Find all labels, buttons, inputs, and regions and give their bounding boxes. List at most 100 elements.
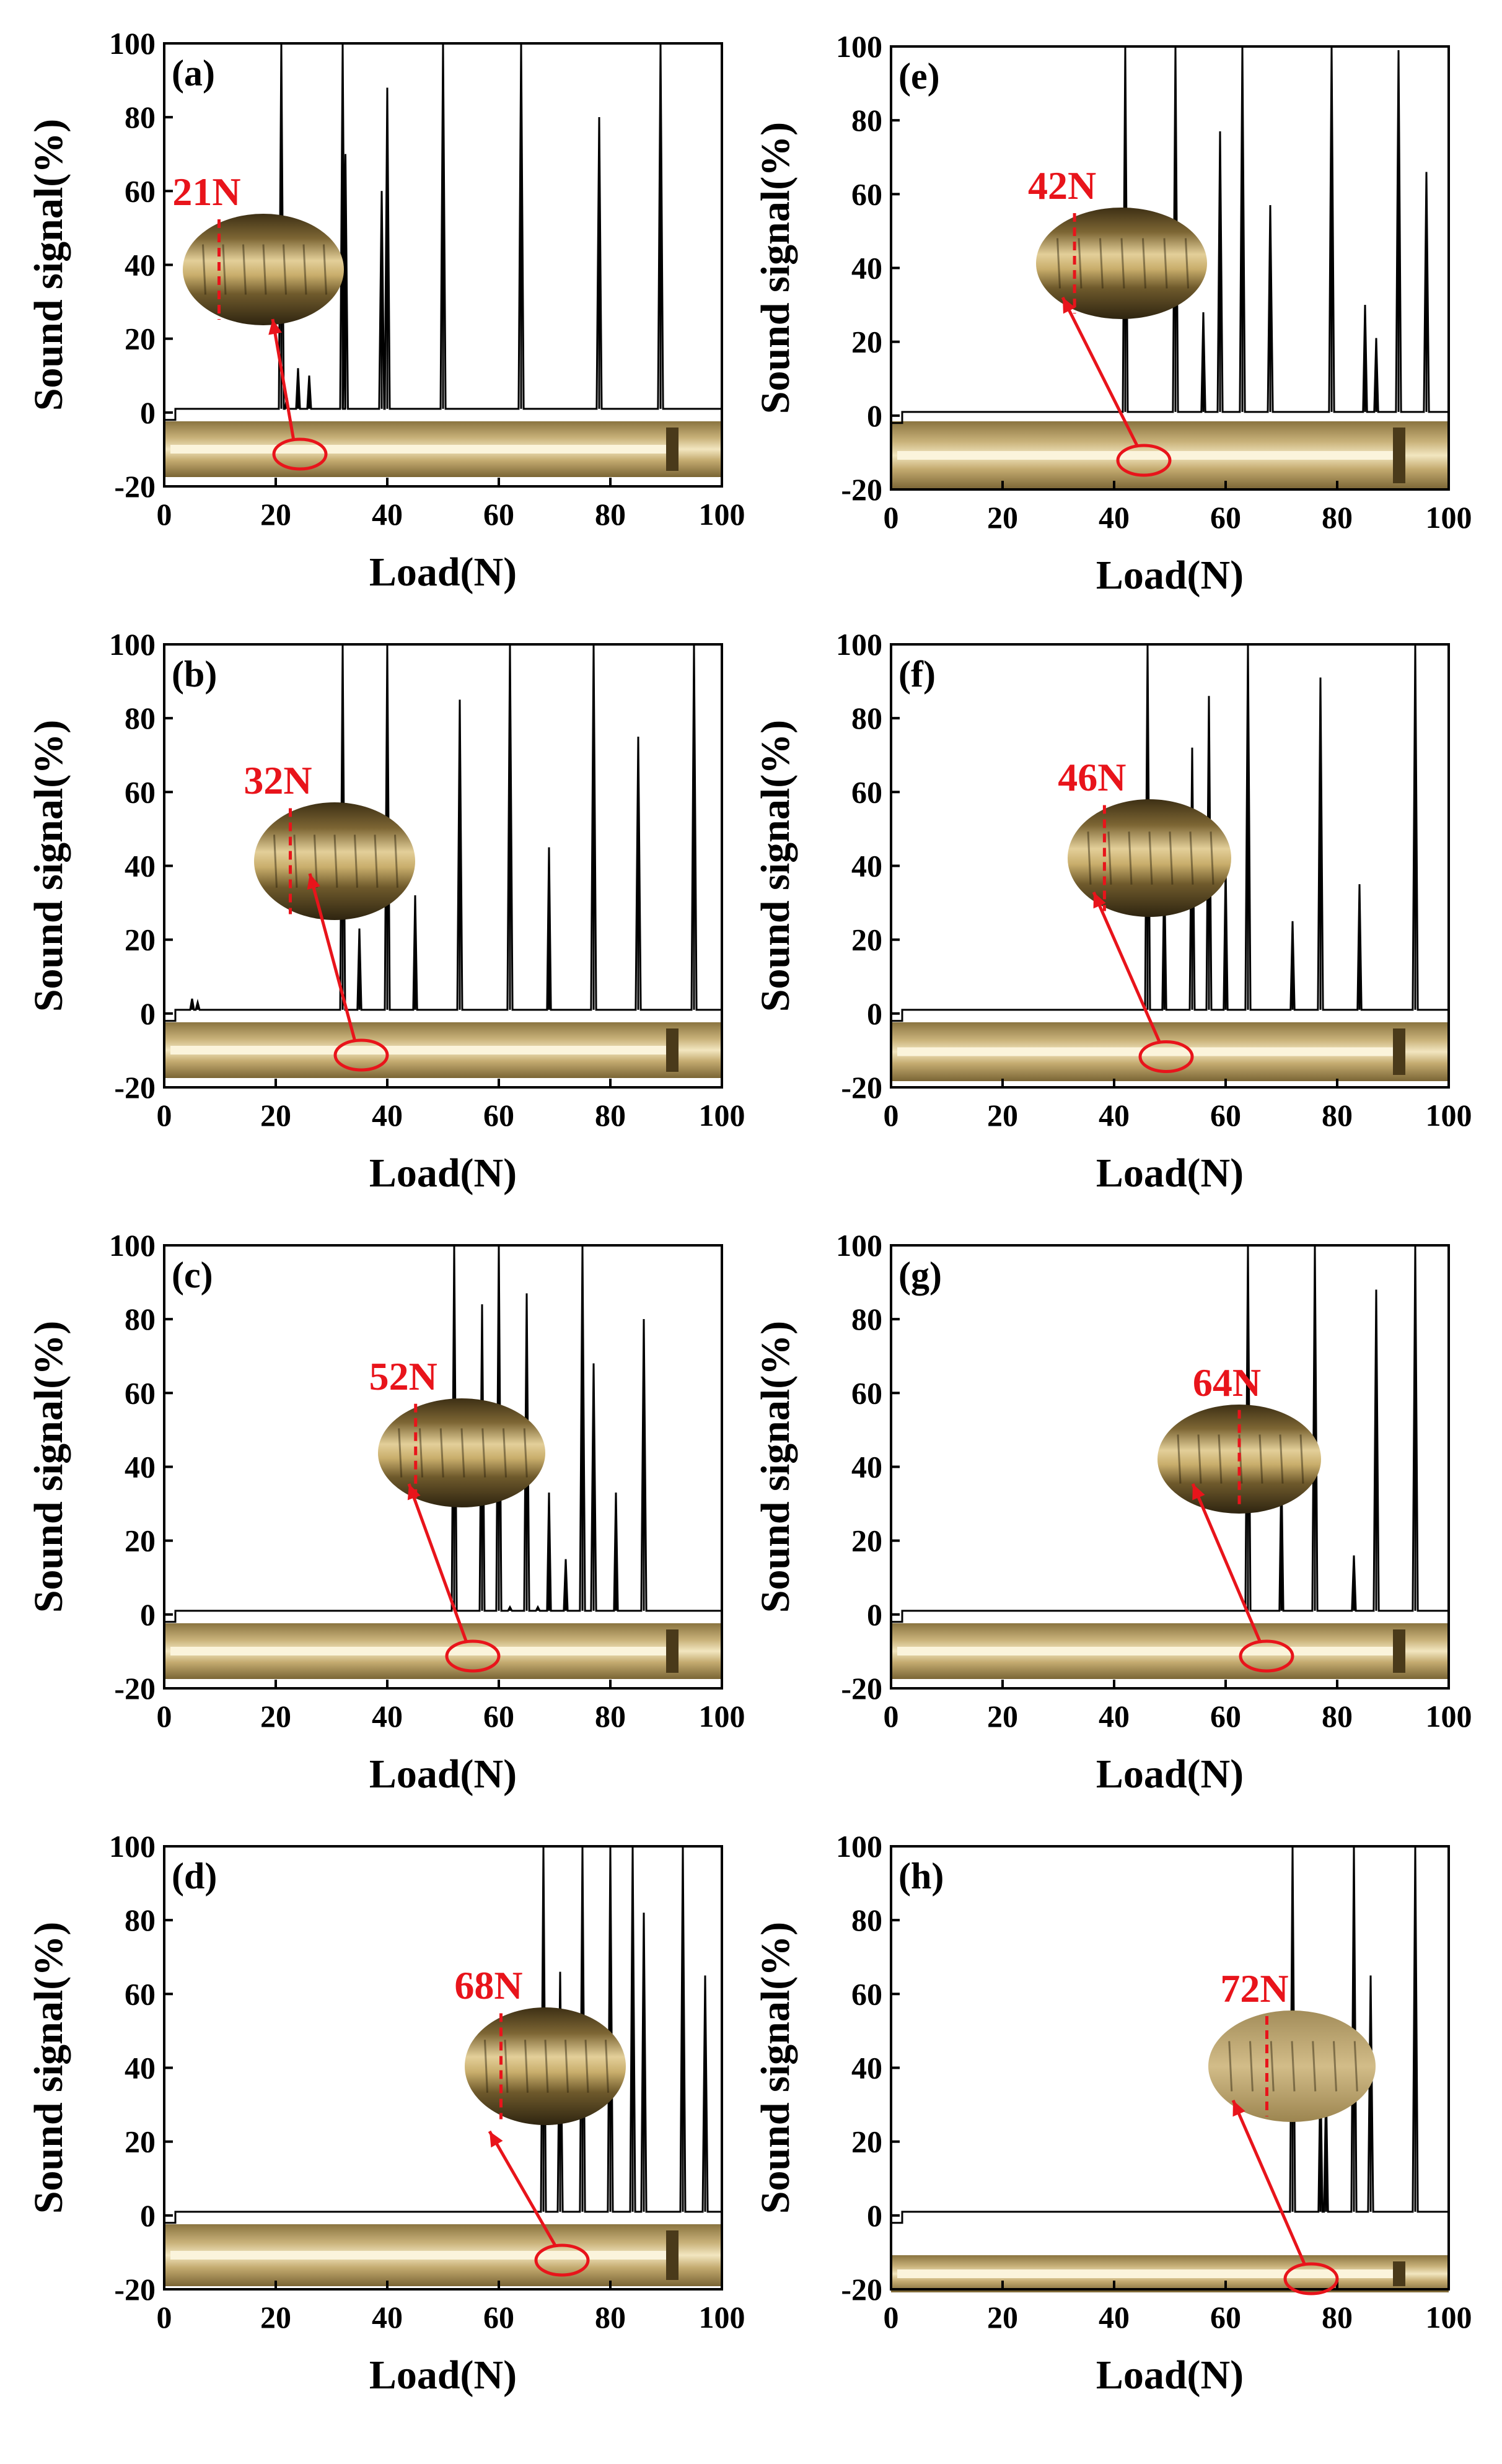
panel-e: 0 20 40 60 80 100-20020406080100Load(N)Sound … bbox=[753, 29, 1472, 598]
inset-crack bbox=[1087, 831, 1092, 885]
onset-arrowhead bbox=[1192, 1484, 1205, 1501]
onset-circle bbox=[333, 1038, 389, 1072]
panel-b: 0 20 40 60 80 100-20020406080100Load(N)Sound … bbox=[26, 627, 745, 1196]
inset-crack bbox=[1128, 831, 1133, 885]
x-tick-label: 20 bbox=[987, 500, 1018, 535]
y-tick-label: 100 bbox=[836, 1228, 882, 1263]
x-tick-label: 20 bbox=[260, 1098, 291, 1133]
y-axis-title: Sound signal(%) bbox=[26, 720, 71, 1012]
y-tick-label: 60 bbox=[851, 1375, 882, 1410]
y-tick-label: 100 bbox=[109, 26, 156, 61]
inset-micrograph bbox=[254, 802, 415, 920]
y-tick-label: -20 bbox=[114, 469, 156, 504]
y-tick-label: 80 bbox=[125, 701, 156, 735]
x-tick-label: 100 bbox=[1426, 1098, 1472, 1133]
x-tick-label: 0 bbox=[884, 500, 899, 535]
onset-arrow bbox=[308, 873, 357, 1042]
x-tick-label: 60 bbox=[483, 1699, 514, 1734]
y-tick-label: 60 bbox=[125, 774, 156, 809]
onset-arrow bbox=[1191, 1483, 1262, 1643]
x-tick-label: 80 bbox=[1322, 2300, 1353, 2335]
x-tick-label: 40 bbox=[1099, 1098, 1130, 1133]
inset-crack bbox=[1099, 238, 1104, 289]
y-tick-label: 80 bbox=[125, 1302, 156, 1336]
y-tick-label: 20 bbox=[125, 2124, 156, 2159]
y-tick-label: 20 bbox=[851, 1524, 882, 1558]
inset-crack bbox=[439, 1428, 444, 1478]
x-tick-label: 40 bbox=[372, 1699, 403, 1734]
inset-micrograph bbox=[378, 1398, 545, 1507]
inset-crack bbox=[273, 835, 278, 888]
inset-crack bbox=[242, 244, 247, 295]
x-tick-label: 80 bbox=[595, 1699, 626, 1734]
inset-crack bbox=[1279, 1434, 1284, 1484]
inset-crack bbox=[504, 2040, 509, 2093]
sound-signal-series bbox=[891, 1846, 1449, 2224]
onset-arrowhead bbox=[490, 2131, 503, 2148]
y-tick-label: 80 bbox=[851, 1903, 882, 1937]
onset-load-label: 72N bbox=[1220, 1966, 1288, 2010]
y-axis-title: Sound signal(%) bbox=[753, 1922, 798, 2214]
inset-crack bbox=[1107, 831, 1112, 885]
inset-crack bbox=[605, 2040, 609, 2093]
x-tick-label: 100 bbox=[1426, 500, 1472, 535]
y-tick-label: 60 bbox=[125, 1976, 156, 2011]
panel-h: 0 20 40 60 80 100-20020406080100Load(N)Sound … bbox=[753, 1829, 1472, 2398]
onset-load-label: 68N bbox=[454, 1963, 522, 2007]
x-axis-title: Load(N) bbox=[1096, 1151, 1244, 1196]
onset-arrowhead bbox=[1232, 2100, 1245, 2117]
x-tick-label: 80 bbox=[595, 497, 626, 532]
onset-load-label: 52N bbox=[369, 1354, 437, 1398]
y-tick-label: 0 bbox=[867, 996, 882, 1031]
y-tick-label: 60 bbox=[851, 1976, 882, 2011]
panel-letter: (a) bbox=[172, 53, 215, 94]
y-tick-label: 100 bbox=[836, 627, 882, 662]
y-tick-label: 20 bbox=[125, 923, 156, 957]
x-tick-label: 20 bbox=[260, 497, 291, 532]
x-tick-label: 40 bbox=[372, 1098, 403, 1133]
panel-letter: (h) bbox=[898, 1856, 944, 1896]
inset-crack bbox=[354, 835, 358, 888]
sound-signal-series bbox=[891, 46, 1449, 424]
inset-crack bbox=[1291, 2041, 1296, 2092]
panel-letter: (c) bbox=[172, 1255, 213, 1296]
y-tick-label: 100 bbox=[109, 627, 156, 662]
y-tick-label: 0 bbox=[867, 398, 882, 433]
onset-load-label: 32N bbox=[244, 758, 312, 802]
inset-crack bbox=[333, 835, 338, 888]
inset-crack bbox=[1270, 2041, 1275, 2092]
y-tick-label: 40 bbox=[851, 251, 882, 286]
x-tick-label: 60 bbox=[1210, 1098, 1241, 1133]
inset-micrograph bbox=[465, 2007, 626, 2125]
inset-crack bbox=[1148, 831, 1153, 885]
y-tick-label: 0 bbox=[140, 996, 156, 1031]
y-tick-label: 20 bbox=[851, 2124, 882, 2159]
onset-load-label: 64N bbox=[1193, 1361, 1261, 1405]
y-tick-label: 80 bbox=[851, 1302, 882, 1336]
y-tick-label: 0 bbox=[140, 395, 156, 430]
inset-crack bbox=[1197, 1434, 1202, 1484]
inset-crack bbox=[1177, 1434, 1182, 1484]
inset-crack bbox=[293, 835, 298, 888]
inset-crack bbox=[460, 1428, 465, 1478]
inset-crack bbox=[302, 244, 307, 295]
y-tick-label: 100 bbox=[836, 1829, 882, 1864]
scratch-end bbox=[1393, 427, 1405, 483]
onset-arrow bbox=[407, 1483, 468, 1643]
y-tick-label: -20 bbox=[114, 2272, 156, 2307]
x-tick-label: 20 bbox=[987, 2300, 1018, 2335]
inset-crack bbox=[202, 244, 206, 295]
y-tick-label: 60 bbox=[851, 177, 882, 211]
inset-crack bbox=[524, 2040, 529, 2093]
y-axis-title: Sound signal(%) bbox=[26, 1321, 71, 1613]
x-tick-label: 40 bbox=[372, 2300, 403, 2335]
onset-circle bbox=[534, 2243, 590, 2277]
x-tick-label: 100 bbox=[699, 497, 745, 532]
onset-circle bbox=[1138, 1040, 1194, 1073]
panel-g: 0 20 40 60 80 100-20020406080100Load(N)Sound … bbox=[753, 1228, 1472, 1797]
onset-load-label: 42N bbox=[1028, 164, 1096, 208]
x-tick-label: 100 bbox=[699, 1098, 745, 1133]
inset-crack bbox=[1056, 238, 1061, 289]
inset-crack bbox=[1249, 2041, 1254, 2092]
